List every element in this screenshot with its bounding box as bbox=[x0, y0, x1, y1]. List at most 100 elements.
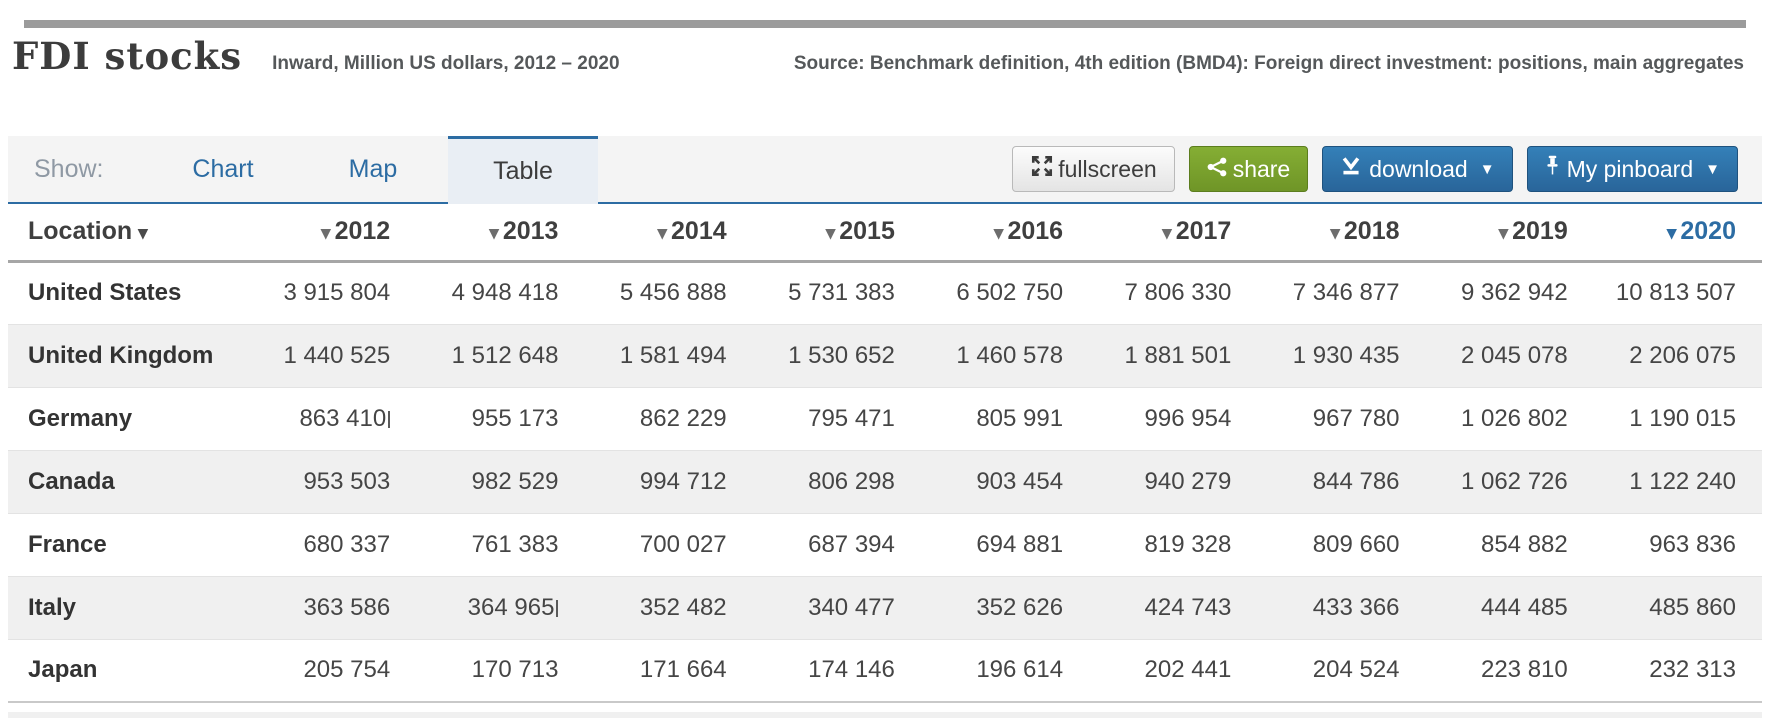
page-title: FDI stocks bbox=[12, 34, 243, 78]
top-divider-bar bbox=[24, 20, 1746, 28]
data-table-container: Location ▾ ▾ 2012 ▾ 2013 ▾ 2014 ▾ 2015 ▾ 2016 ▾ 2017… bbox=[8, 204, 1762, 703]
tab-map[interactable]: Map bbox=[348, 154, 398, 183]
value-cell-2015: 1 530 652 bbox=[788, 341, 895, 369]
column-header-2017[interactable]: ▾ 2017 bbox=[1089, 204, 1258, 263]
fullscreen-button-label: fullscreen bbox=[1058, 155, 1157, 182]
row-location-label: Italy bbox=[28, 593, 77, 621]
break-in-series-marker bbox=[556, 599, 559, 617]
value-cell-2017: 996 954 bbox=[1144, 404, 1232, 432]
column-header-2020[interactable]: ▾ 2020 bbox=[1593, 204, 1762, 263]
year-sort-caret-icon: ▾ bbox=[489, 223, 499, 245]
value-cell-2019: 1 026 802 bbox=[1460, 404, 1568, 432]
pinboard-dropdown-caret-icon: ▼ bbox=[1705, 160, 1720, 178]
value-cell-2018: 433 366 bbox=[1312, 593, 1400, 621]
value-cell-2014: 994 712 bbox=[639, 467, 727, 495]
value-cell-2018: 844 786 bbox=[1312, 467, 1400, 495]
show-label: Show: bbox=[34, 154, 104, 183]
table-row-canada: Canada 953 503 982 529 994 712 806 298 903 45… bbox=[8, 450, 1762, 513]
value-cell-2017: 424 743 bbox=[1144, 593, 1232, 621]
year-sort-caret-icon: ▾ bbox=[657, 223, 668, 245]
download-button-label: download bbox=[1369, 155, 1468, 182]
table-row-france: France 680 337 761 383 700 027 687 394 694 88… bbox=[8, 513, 1762, 576]
value-cell-2018: 809 660 bbox=[1312, 530, 1400, 558]
my-pinboard-button-label: My pinboard bbox=[1566, 155, 1694, 182]
value-cell-2014: 700 027 bbox=[639, 530, 727, 558]
share-button[interactable]: share bbox=[1188, 146, 1309, 192]
table-body: United States 3 915 804 4 948 418 5 456 888… bbox=[8, 261, 1762, 702]
value-cell-2019: 9 362 942 bbox=[1460, 279, 1568, 306]
fullscreen-button[interactable]: fullscreen bbox=[1012, 146, 1175, 192]
value-cell-2013: 982 529 bbox=[471, 467, 559, 495]
value-cell-2013: 955 173 bbox=[471, 404, 559, 432]
share-button-label: share bbox=[1232, 155, 1291, 182]
column-header-location[interactable]: Location ▾ bbox=[8, 204, 248, 263]
row-location-label: United Kingdom bbox=[28, 341, 214, 369]
value-cell-2016: 903 454 bbox=[976, 467, 1064, 495]
value-cell-2019: 854 882 bbox=[1480, 530, 1568, 558]
value-cell-2017: 1 881 501 bbox=[1124, 341, 1232, 369]
value-cell-2018: 7 346 877 bbox=[1292, 279, 1400, 306]
toolbar: fullscreen share downl bbox=[1012, 136, 1762, 202]
column-header-2012[interactable]: ▾ 2012 bbox=[248, 204, 417, 263]
value-cell-2014: 1 581 494 bbox=[619, 341, 727, 369]
table-header-row: Location ▾ ▾ 2012 ▾ 2013 ▾ 2014 ▾ 2015 ▾ 2016 ▾ 2017… bbox=[8, 204, 1762, 263]
value-cell-2020: 2 206 075 bbox=[1629, 341, 1736, 369]
value-cell-2013: 170 713 bbox=[471, 656, 559, 684]
value-cell-2017: 940 279 bbox=[1144, 467, 1232, 495]
value-cell-2016: 196 614 bbox=[976, 656, 1064, 684]
year-sort-caret-icon: ▾ bbox=[1162, 223, 1172, 245]
row-location-label: Canada bbox=[28, 467, 115, 495]
value-cell-2020: 1 190 015 bbox=[1629, 404, 1736, 432]
column-header-2015[interactable]: ▾ 2015 bbox=[752, 204, 921, 263]
value-cell-2015: 5 731 383 bbox=[788, 279, 895, 306]
value-cell-2019: 444 485 bbox=[1480, 593, 1568, 621]
column-header-2019[interactable]: ▾ 2019 bbox=[1425, 204, 1594, 263]
row-location-label: France bbox=[28, 530, 107, 558]
value-cell-2015: 795 471 bbox=[808, 404, 895, 432]
value-cell-2018: 967 780 bbox=[1312, 404, 1400, 432]
download-button[interactable]: download ▼ bbox=[1322, 146, 1513, 192]
table-row-germany: Germany 863 410 955 173 862 229 795 471 805 9… bbox=[8, 387, 1762, 450]
value-cell-2019: 223 810 bbox=[1480, 656, 1568, 684]
value-cell-2014: 171 664 bbox=[639, 656, 727, 684]
value-cell-2019: 2 045 078 bbox=[1460, 341, 1568, 369]
year-sort-caret-icon: ▾ bbox=[1330, 223, 1340, 245]
view-tabbar: Show: Chart Map Table fullscreen bbox=[8, 136, 1762, 204]
table-row-japan: Japan 205 754 170 713 171 664 174 146 196 614… bbox=[8, 639, 1762, 702]
value-cell-2013: 4 948 418 bbox=[451, 279, 559, 306]
row-location-label: Japan bbox=[28, 656, 98, 684]
row-location-label: United States bbox=[28, 279, 182, 306]
value-cell-2014: 862 229 bbox=[639, 404, 727, 432]
value-cell-2018: 204 524 bbox=[1312, 656, 1400, 684]
table-row-italy: Italy 363 586 364 965 352 482 340 477 352 626… bbox=[8, 576, 1762, 639]
value-cell-2017: 202 441 bbox=[1144, 656, 1232, 684]
value-cell-2019: 1 062 726 bbox=[1460, 467, 1568, 495]
value-cell-2012: 953 503 bbox=[303, 467, 391, 495]
value-cell-2012: 680 337 bbox=[303, 530, 391, 558]
page-header: FDI stocks Inward, Million US dollars, 2… bbox=[12, 34, 1744, 78]
location-sort-caret-icon: ▾ bbox=[138, 223, 148, 245]
year-sort-caret-icon: ▾ bbox=[1498, 223, 1509, 245]
value-cell-2016: 352 626 bbox=[976, 593, 1064, 621]
value-cell-2012: 1 440 525 bbox=[283, 341, 391, 369]
tab-chart[interactable]: Chart bbox=[192, 154, 254, 183]
column-header-2018[interactable]: ▾ 2018 bbox=[1257, 204, 1426, 263]
tab-table[interactable]: Table bbox=[448, 136, 598, 204]
column-header-2013[interactable]: ▾ 2013 bbox=[416, 204, 585, 263]
my-pinboard-button[interactable]: My pinboard ▼ bbox=[1526, 146, 1738, 192]
year-sort-caret-icon: ▾ bbox=[825, 223, 836, 245]
column-header-2014[interactable]: ▾ 2014 bbox=[584, 204, 753, 263]
table-row-united-states: United States 3 915 804 4 948 418 5 456 888… bbox=[8, 261, 1762, 324]
value-cell-2015: 174 146 bbox=[808, 656, 895, 684]
share-nodes-icon bbox=[1207, 156, 1227, 183]
column-header-2016[interactable]: ▾ 2016 bbox=[920, 204, 1090, 263]
value-cell-2012: 3 915 804 bbox=[283, 279, 391, 306]
value-cell-2020: 485 860 bbox=[1649, 593, 1736, 621]
value-cell-2015: 687 394 bbox=[808, 530, 895, 558]
value-cell-2013: 364 965 bbox=[416, 576, 584, 639]
download-dropdown-caret-icon: ▼ bbox=[1479, 160, 1495, 178]
value-cell-2020: 963 836 bbox=[1649, 530, 1736, 558]
value-cell-2013: 1 512 648 bbox=[451, 341, 559, 369]
value-cell-2014: 352 482 bbox=[639, 593, 727, 621]
value-cell-2020: 232 313 bbox=[1649, 656, 1736, 684]
